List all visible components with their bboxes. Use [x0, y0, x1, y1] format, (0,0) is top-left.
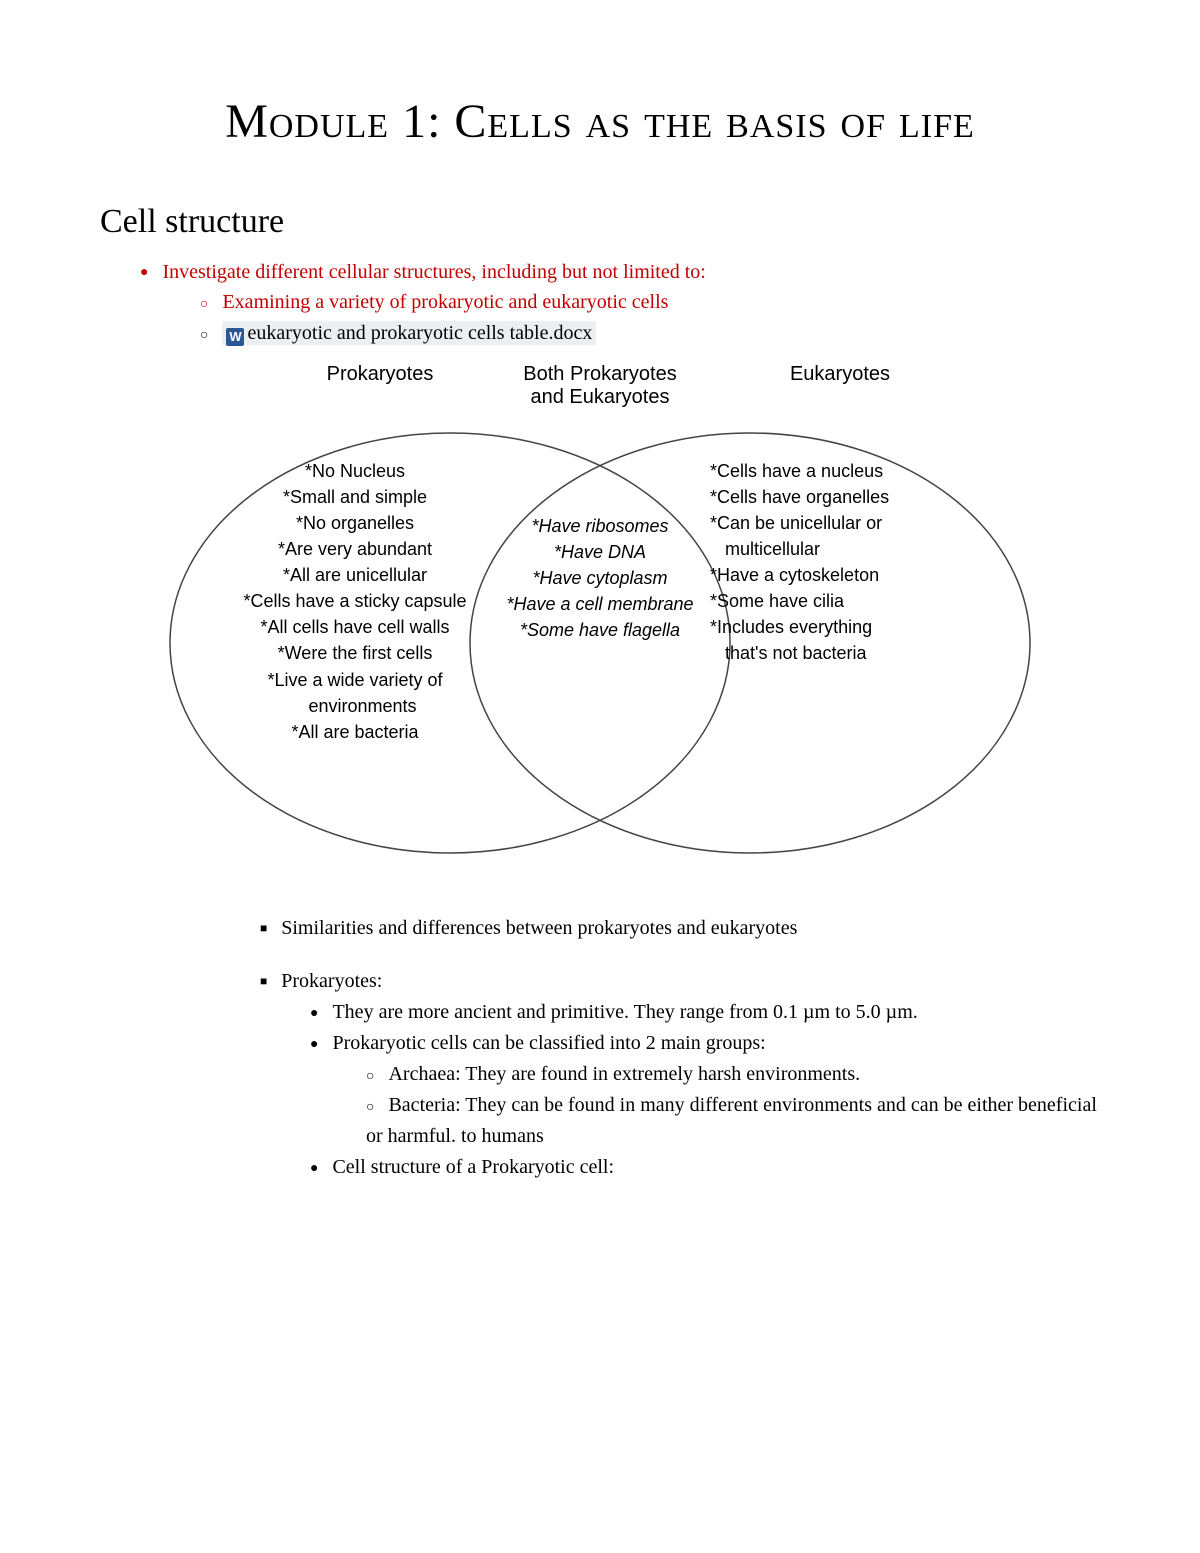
list-text: They are more ancient and primitive. The… [332, 1001, 917, 1023]
bullet-circle: ○ [366, 1069, 374, 1084]
word-icon: W [226, 328, 244, 346]
bullet-square: ■ [260, 921, 267, 935]
bullet-circle: ○ [200, 328, 208, 343]
venn-header-center: Both Prokaryotes and Eukaryotes [490, 363, 710, 409]
venn-header-right: Eukaryotes [730, 363, 950, 386]
list-item-lvl5: ○ Archaea: They are found in extremely ha… [366, 1059, 1100, 1090]
bullet-circle-red: ○ [200, 297, 208, 312]
venn-right-content: *Cells have a nucleus*Cells have organel… [710, 458, 1010, 667]
list-item-lvl2: ○ Weukaryotic and prokaryotic cells table… [200, 318, 1100, 349]
bullet-disc-red: ● [140, 265, 148, 280]
venn-header-left: Prokaryotes [270, 363, 490, 386]
bullet-disc: ● [310, 1006, 318, 1021]
list-text: Examining a variety of prokaryotic and e… [222, 291, 668, 313]
list-text: Prokaryotic cells can be classified into… [332, 1032, 765, 1054]
venn-diagram: Prokaryotes Both Prokaryotes and Eukaryo… [150, 363, 1050, 893]
list-item-lvl5: ○Bacteria: They can be found in many dif… [366, 1090, 1100, 1152]
file-attachment[interactable]: Weukaryotic and prokaryotic cells table.… [222, 321, 596, 345]
list-item-lvl3: ■ Prokaryotes: [260, 966, 1100, 997]
list-text: Investigate different cellular structure… [162, 261, 705, 283]
list-item-lvl3: ■ Similarities and differences between pr… [260, 913, 1100, 944]
bullet-disc: ● [310, 1161, 318, 1176]
venn-center-content: *Have ribosomes*Have DNA*Have cytoplasm*… [495, 513, 705, 643]
list-text: Cell structure of a Prokaryotic cell: [332, 1156, 614, 1178]
file-name: eukaryotic and prokaryotic cells table.d… [247, 322, 592, 344]
page-title: Module 1: Cells as the basis of life [100, 90, 1100, 155]
venn-header-center-l1: Both Prokaryotes [523, 363, 676, 385]
bullet-circle: ○ [366, 1100, 374, 1115]
list-item-lvl4: ● They are more ancient and primitive. Th… [310, 997, 1100, 1028]
list-item-lvl4: ● Prokaryotic cells can be classified int… [310, 1028, 1100, 1059]
list-text: Similarities and differences between pro… [281, 917, 797, 939]
list-item-lvl2: ○ Examining a variety of prokaryotic and … [200, 287, 1100, 318]
venn-left-content: *No Nucleus*Small and simple*No organell… [200, 458, 510, 745]
bullet-disc: ● [310, 1037, 318, 1052]
section-heading: Cell structure [100, 203, 1100, 241]
list-text: Bacteria: They can be found in many diff… [366, 1094, 1097, 1147]
list-item-lvl1: ● Investigate different cellular structur… [140, 257, 1100, 287]
list-text: Archaea: They are found in extremely har… [388, 1063, 860, 1085]
venn-header-center-l2: and Eukaryotes [531, 386, 670, 408]
list-item-lvl4: ● Cell structure of a Prokaryotic cell: [310, 1152, 1100, 1183]
bullet-square: ■ [260, 974, 267, 988]
list-text: Prokaryotes: [281, 970, 382, 992]
